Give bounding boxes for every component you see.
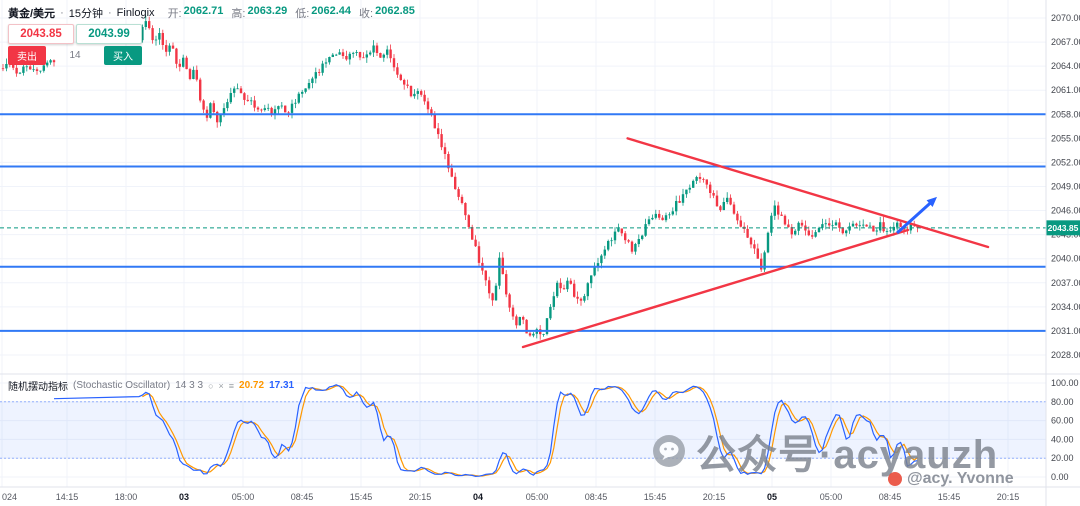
interval-label[interactable]: 15分钟 [68,8,103,20]
low-label: 低: [295,8,310,20]
provider-label: Finlogix [116,7,155,19]
order-widget: 2043.85 2043.99 卖出 14 买入 [8,24,142,65]
watermark-text: 公众号·acyauzh [696,433,999,477]
stoch-band [0,401,1046,459]
svg-text:18:00: 18:00 [115,492,138,502]
trendline-up[interactable] [521,228,910,349]
current-price-tag-text: 2043.85 [1048,223,1079,233]
svg-text:2031.00: 2031.00 [1051,326,1080,336]
open-value: 2062.71 [183,5,224,17]
svg-text:05:00: 05:00 [232,492,255,502]
menu-icon[interactable]: ≡ [228,380,235,391]
svg-text:20:15: 20:15 [409,492,432,502]
visibility-icon[interactable]: ○ [208,380,214,391]
svg-text:2046.00: 2046.00 [1051,206,1080,216]
svg-text:20:15: 20:15 [997,492,1020,502]
stoch-d-value: 20.72 [239,380,265,391]
time-axis[interactable]: 024 14:15 18:00 03 05:00 08:45 15:45 20:15 04 05:… [2,492,1019,502]
indicator-header: 随机摆动指标 (Stochastic Oscillator) 14 3 3 ○ … [8,378,294,393]
projection-arrow-head [926,196,938,207]
watermark: 公众号·acyauzh [652,422,998,480]
svg-text:08:45: 08:45 [585,492,608,502]
indicator-name[interactable]: 随机摆动指标 [8,382,68,393]
projection-arrow[interactable] [896,199,934,235]
svg-text:05: 05 [767,492,777,502]
svg-text:15:45: 15:45 [938,492,961,502]
stoch-k-value: 17.31 [269,380,295,391]
buy-price-box[interactable]: 2043.99 [76,24,142,44]
spread-value: 14 [69,50,81,61]
svg-text:2040.00: 2040.00 [1051,254,1080,264]
watermark-handle: @acy. Yvonne [888,470,1014,488]
close-label: 收: [359,8,374,20]
svg-text:08:45: 08:45 [879,492,902,502]
svg-text:80.00: 80.00 [1051,397,1074,407]
indicator-full-name: (Stochastic Oscillator) [73,380,171,391]
current-price-tag [1046,220,1080,236]
close-icon[interactable]: × [218,380,224,391]
svg-text:2067.00: 2067.00 [1051,37,1080,47]
svg-text:024: 024 [2,492,17,502]
trendline-down[interactable] [626,137,990,249]
svg-text:2061.00: 2061.00 [1051,85,1080,95]
watermark-handle-text: @acy. Yvonne [907,470,1014,487]
svg-text:08:45: 08:45 [291,492,314,502]
separator-dot: · [107,7,112,19]
svg-text:14:15: 14:15 [56,492,79,502]
svg-text:15:45: 15:45 [644,492,667,502]
sell-button[interactable]: 卖出 [8,46,46,65]
svg-text:2034.00: 2034.00 [1051,302,1080,312]
high-label: 高: [231,8,246,20]
svg-text:40.00: 40.00 [1051,434,1074,444]
indicator-params: 14 3 3 [175,380,204,391]
symbol-header: 黄金/美元 · 15分钟 · Finlogix 开: 2062.71 高: 2063… [8,5,415,21]
svg-text:20.00: 20.00 [1051,453,1074,463]
price-axis[interactable]: 2070.00 2067.00 2064.00 2061.00 2058.00 2055.… [1051,13,1080,360]
svg-text:03: 03 [179,492,189,502]
high-value: 2063.29 [247,5,288,17]
symbol-name[interactable]: 黄金/美元 [8,8,56,20]
low-value: 2062.44 [311,5,352,17]
svg-text:100.00: 100.00 [1051,378,1079,388]
svg-text:2028.00: 2028.00 [1051,350,1080,360]
svg-text:0.00: 0.00 [1051,472,1069,482]
stoch-axis[interactable]: 100.00 80.00 60.00 40.00 20.00 0.00 [1051,378,1079,482]
svg-text:20:15: 20:15 [703,492,726,502]
close-value: 2062.85 [375,5,415,17]
buy-button[interactable]: 买入 [104,46,142,65]
wechat-icon [653,435,685,467]
ohlc-readout: 开: 2062.71 高: 2063.29 低: 2062.44 收: 2062.85 [168,5,415,21]
open-label: 开: [167,8,182,20]
svg-text:2070.00: 2070.00 [1051,13,1080,23]
stochastic-k-line[interactable] [53,384,918,478]
svg-text:2058.00: 2058.00 [1051,109,1080,119]
separator-dot: · [60,7,64,19]
svg-text:2055.00: 2055.00 [1051,133,1080,143]
svg-text:2049.00: 2049.00 [1051,181,1080,191]
svg-text:60.00: 60.00 [1051,416,1074,426]
stochastic-d-line[interactable] [142,385,918,477]
svg-text:04: 04 [473,492,483,502]
sell-price-box[interactable]: 2043.85 [8,24,74,44]
svg-text:2052.00: 2052.00 [1051,157,1080,167]
svg-text:05:00: 05:00 [526,492,549,502]
acy-logo-icon [888,472,902,486]
svg-text:15:45: 15:45 [350,492,373,502]
svg-text:2037.00: 2037.00 [1051,278,1080,288]
svg-text:05:00: 05:00 [820,492,843,502]
svg-text:2064.00: 2064.00 [1051,61,1080,71]
